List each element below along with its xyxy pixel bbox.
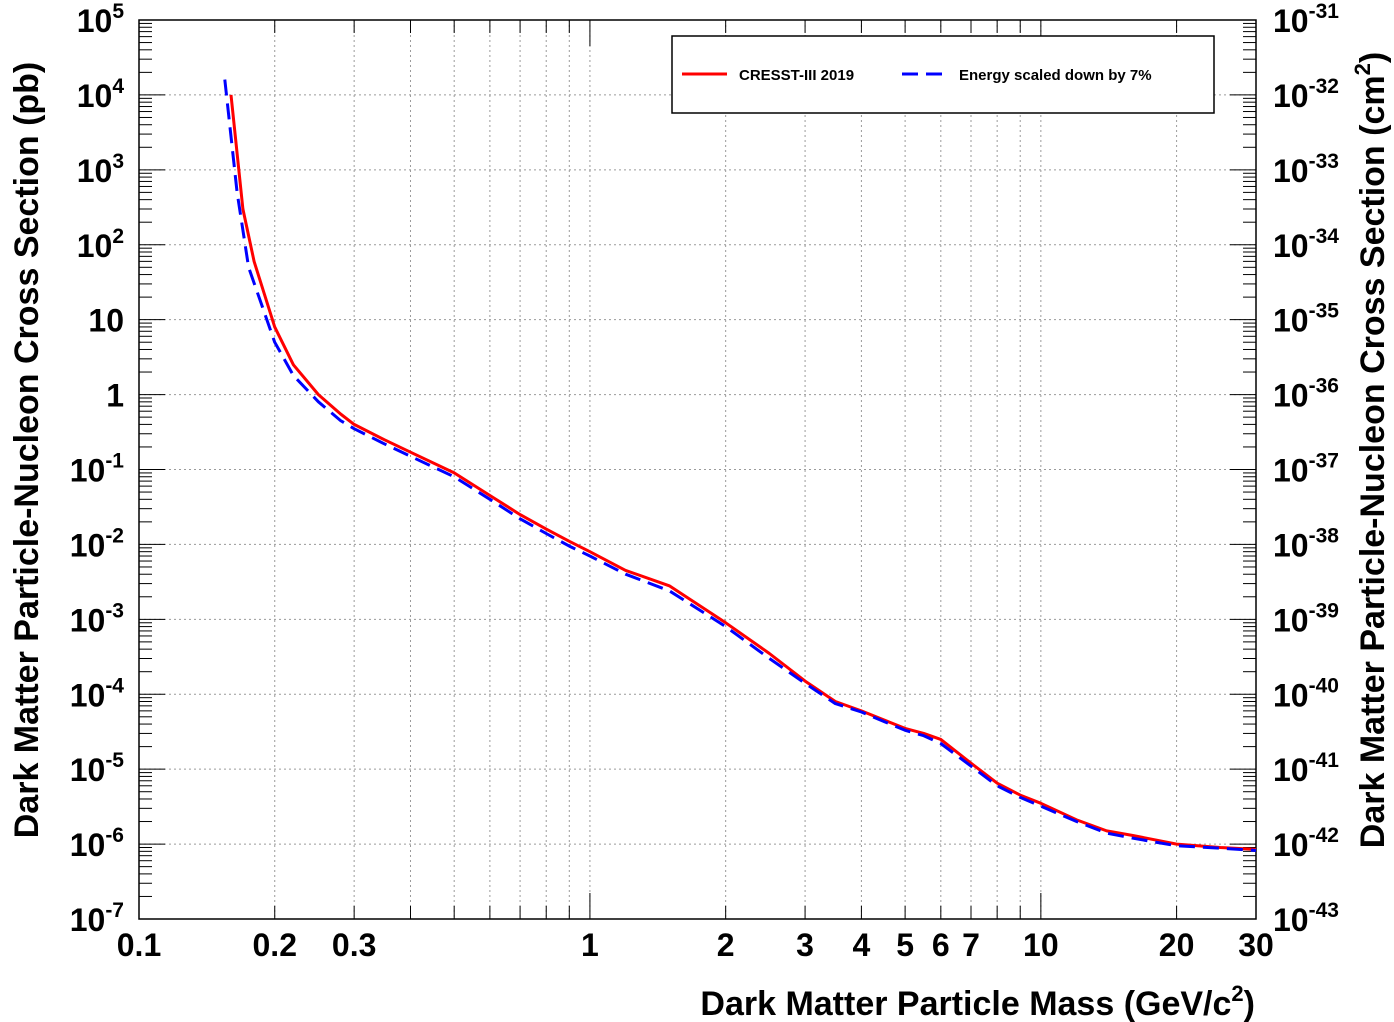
y2-tick-label: 10-39 xyxy=(1273,599,1339,638)
x-tick-label: 30 xyxy=(1238,927,1274,963)
y-tick-label: 104 xyxy=(77,75,125,114)
series-line-2 xyxy=(223,79,1257,852)
y2-tick-label: 10-34 xyxy=(1273,225,1339,264)
x-tick-labels: 0.1 0.2 0.3 1 2 3 4 5 6 7 10 20 30 xyxy=(117,927,1274,963)
y-tick-label: 10-4 xyxy=(70,674,125,713)
x-tick-label: 0.1 xyxy=(117,927,161,963)
series-line-1 xyxy=(229,94,1257,851)
y2-tick-label: 10-32 xyxy=(1273,75,1339,114)
y-tick-label: 105 xyxy=(77,0,125,39)
series-layer xyxy=(223,79,1257,852)
legend-label-1: CRESST-III 2019 xyxy=(739,67,854,84)
x-tick-label: 2 xyxy=(717,927,735,963)
y2-axis-title: Dark Matter Particle-Nucleon Cross Secti… xyxy=(1350,52,1392,848)
x-tick-label: 5 xyxy=(896,927,914,963)
legend-box xyxy=(671,35,1215,114)
major-ticks xyxy=(138,19,1257,920)
legend-label-2: Energy scaled down by 7% xyxy=(959,67,1152,84)
x-tick-label: 10 xyxy=(1023,927,1059,963)
y-tick-label: 10-1 xyxy=(70,450,125,489)
y-tick-label: 1 xyxy=(106,378,124,414)
x-tick-label: 0.2 xyxy=(253,927,297,963)
x-axis-title: Dark Matter Particle Mass (GeV/c2) xyxy=(700,981,1255,1022)
y2-tick-label: 10-38 xyxy=(1273,524,1339,563)
y2-tick-label: 10-37 xyxy=(1273,450,1339,489)
y2-tick-label: 10-43 xyxy=(1273,899,1339,938)
x-tick-label: 1 xyxy=(581,927,599,963)
y-tick-label: 10-7 xyxy=(70,899,124,938)
y-tick-label: 10-2 xyxy=(70,524,124,563)
y2-tick-label: 10-33 xyxy=(1273,150,1339,189)
y-axis-title: Dark Matter Particle-Nucleon Cross Secti… xyxy=(8,62,46,839)
y-tick-label: 10-3 xyxy=(70,599,124,638)
y-tick-label: 10 xyxy=(88,303,124,339)
y-tick-label: 103 xyxy=(77,150,124,189)
y2-tick-label: 10-31 xyxy=(1273,0,1339,39)
y2-tick-label: 10-35 xyxy=(1273,300,1339,339)
x-tick-label: 7 xyxy=(962,927,980,963)
x-tick-label: 3 xyxy=(796,927,814,963)
y-tick-labels: 10-7 10-6 10-5 10-4 10-3 10-2 10-1 1 10 102 103 104… xyxy=(70,0,125,938)
y-tick-label: 10-5 xyxy=(70,749,125,788)
x-tick-label: 6 xyxy=(932,927,950,963)
plot-frame xyxy=(138,19,1257,920)
x-tick-label: 20 xyxy=(1159,927,1195,963)
y2-tick-label: 10-40 xyxy=(1273,674,1339,713)
legend: CRESST-III 2019 Energy scaled down by 7% xyxy=(671,35,1215,114)
y2-tick-label: 10-41 xyxy=(1273,749,1339,788)
y-tick-label: 102 xyxy=(77,225,124,264)
y2-tick-labels: 10-43 10-42 10-41 10-40 10-39 10-38 10-37 10-36… xyxy=(1273,0,1339,938)
y-tick-label: 10-6 xyxy=(70,824,124,863)
x-tick-label: 0.3 xyxy=(332,927,376,963)
x-tick-label: 4 xyxy=(853,927,871,963)
y2-tick-label: 10-36 xyxy=(1273,375,1339,414)
y2-tick-label: 10-42 xyxy=(1273,824,1339,863)
minor-ticks xyxy=(139,22,1256,897)
